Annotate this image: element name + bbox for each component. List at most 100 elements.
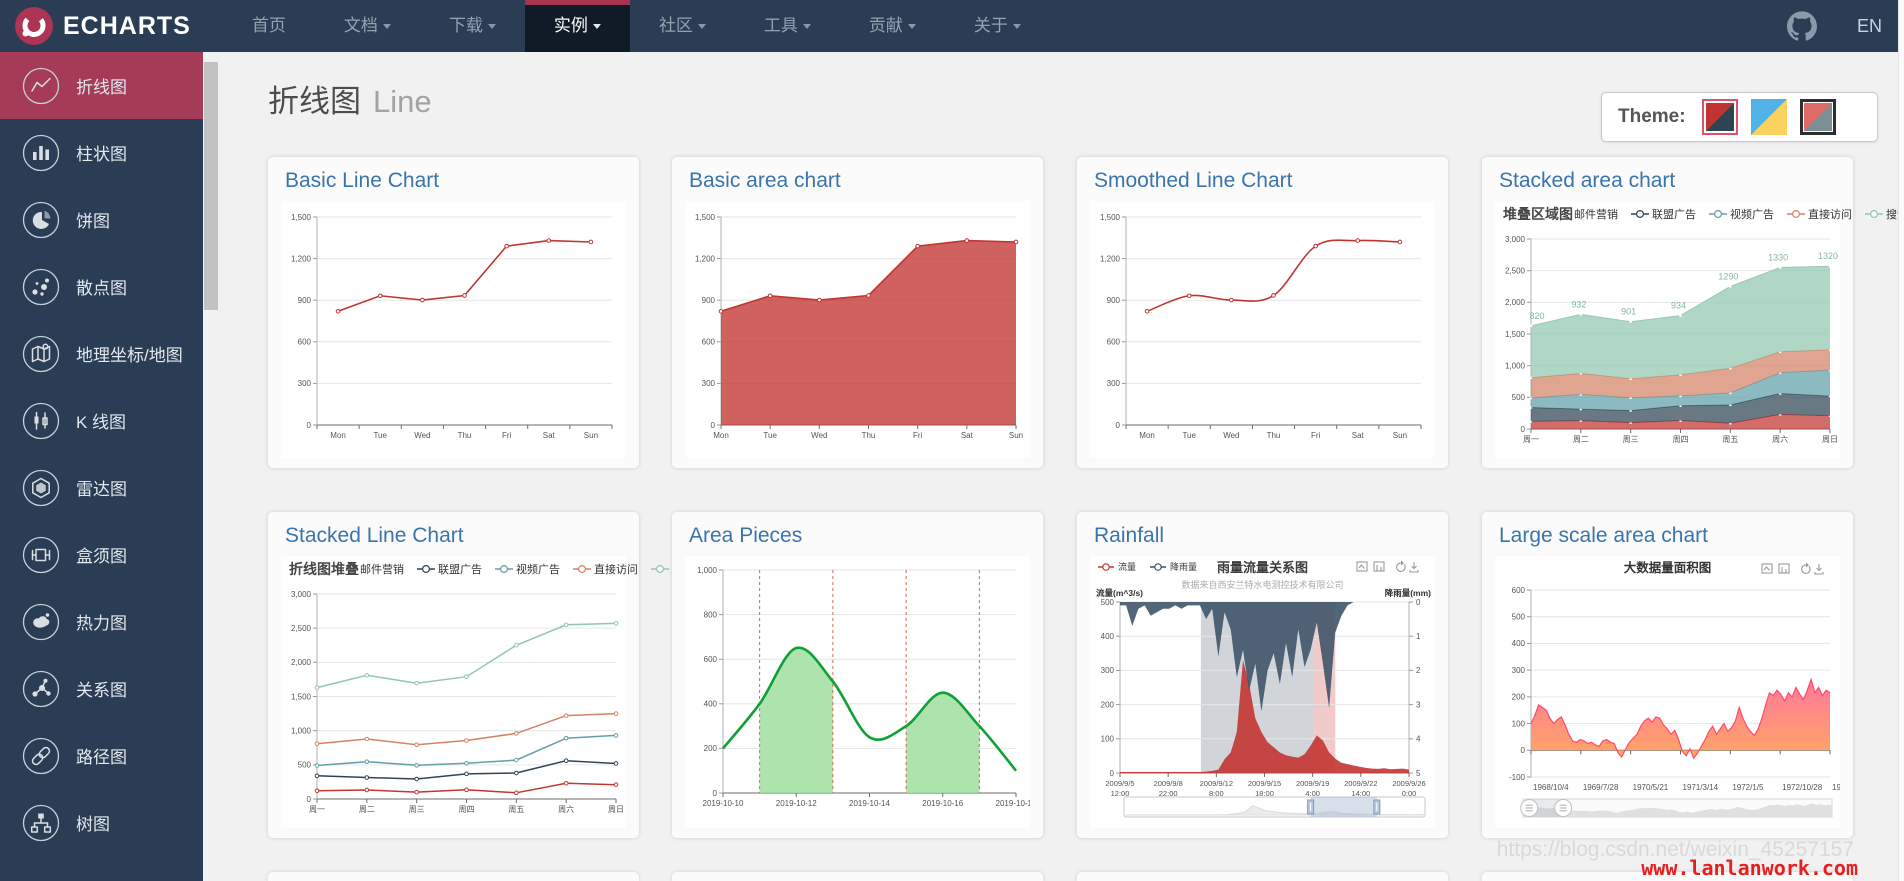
sidebar-scrollbar[interactable]: [203, 52, 219, 881]
svg-text:1,000: 1,000: [697, 566, 718, 575]
svg-text:数据来自西安兰特水电测控技术有限公司: 数据来自西安兰特水电测控技术有限公司: [1181, 579, 1343, 590]
svg-text:周五: 周五: [1722, 435, 1738, 444]
svg-text:Tue: Tue: [763, 431, 777, 440]
svg-text:0: 0: [1521, 425, 1526, 434]
sidebar-item-2[interactable]: 饼图: [0, 186, 203, 253]
sidebar-item-10[interactable]: 路径图: [0, 722, 203, 789]
svg-text:1,000: 1,000: [291, 726, 312, 735]
svg-text:周一: 周一: [1523, 435, 1539, 444]
sidebar-item-8[interactable]: 热力图: [0, 588, 203, 655]
svg-text:1971/3/14: 1971/3/14: [1683, 783, 1719, 792]
svg-text:周二: 周二: [1573, 435, 1589, 444]
sidebar-item-label: 柱状图: [76, 145, 127, 164]
svg-text:0: 0: [1416, 598, 1421, 607]
svg-text:1,500: 1,500: [1100, 213, 1121, 222]
example-card-1[interactable]: Basic area chart 0 300 600 900 1,200 1,500 Mon…: [672, 157, 1043, 468]
svg-text:3,000: 3,000: [1505, 235, 1526, 244]
svg-text:0: 0: [711, 421, 716, 430]
chart-toolbox[interactable]: [1356, 560, 1419, 573]
page-title: 折线图 Line: [268, 76, 432, 121]
next-row-card-top-0: [268, 872, 639, 881]
rainfall-legend[interactable]: 流量 降雨量: [1098, 561, 1197, 572]
example-card-6[interactable]: Rainfall 流量 降雨量 雨量流量关系图 数据来自西安兰特水电测控技术有限公司流…: [1077, 512, 1448, 838]
chevron-down-icon: [592, 24, 601, 30]
page-scrollbar[interactable]: [1898, 0, 1904, 881]
svg-text:12:00: 12:00: [1111, 789, 1130, 798]
svg-text:1,500: 1,500: [1505, 330, 1526, 339]
svg-text:2009/9/8: 2009/9/8: [1154, 779, 1183, 788]
example-card-0[interactable]: Basic Line Chart 0 300 600 900 1,200 1,500 Mon…: [268, 157, 639, 468]
nav-item-7[interactable]: 关于: [945, 0, 1050, 52]
chart-panel: 大数据量面积图 -100 0 100 200 300 400 500 600 1968/10/4 1…: [1495, 556, 1868, 828]
svg-text:0:00: 0:00: [1402, 789, 1417, 798]
example-card-4[interactable]: Stacked Line Chart 折线图堆叠 邮件营销 联盟广告 视频广告 直接访问…: [268, 512, 742, 838]
nav-item-5[interactable]: 工具: [735, 0, 840, 52]
chevron-down-icon: [382, 24, 391, 30]
nav-item-6[interactable]: 贡献: [840, 0, 945, 52]
svg-text:300: 300: [1101, 666, 1115, 675]
svg-text:Mon: Mon: [713, 431, 729, 440]
svg-text:1,000: 1,000: [1505, 361, 1526, 370]
legend-item-1[interactable]: 联盟广告: [417, 561, 482, 577]
echarts-logo[interactable]: ECHARTS: [14, 6, 191, 46]
legend-item-0[interactable]: 邮件营销: [360, 564, 404, 576]
card-title: Stacked Line Chart: [285, 524, 464, 547]
language-toggle[interactable]: EN: [1856, 15, 1882, 36]
svg-text:Sun: Sun: [1393, 431, 1407, 440]
svg-text:周日: 周日: [1822, 435, 1838, 444]
echarts-logo-icon: [15, 7, 53, 45]
sidebar-item-4[interactable]: 地理坐标/地图: [0, 320, 203, 387]
example-card-3[interactable]: Stacked area chart 堆叠区域图 邮件营销 联盟广告 视频广告 直接访问…: [1482, 157, 1904, 468]
legend-item-2[interactable]: 视频广告: [1709, 206, 1774, 222]
navbar: ECHARTS 首页 文档 下载 实例 社区 工具 贡献 关于 EN: [0, 0, 1904, 52]
svg-text:Wed: Wed: [811, 431, 827, 440]
sidebar-item-5[interactable]: K 线图: [0, 387, 203, 454]
sidebar-item-1[interactable]: 柱状图: [0, 119, 203, 186]
svg-text:2,500: 2,500: [291, 624, 312, 633]
example-card-2[interactable]: Smoothed Line Chart 0 300 600 900 1,200 1,500…: [1077, 157, 1448, 468]
svg-text:900: 900: [1107, 296, 1121, 305]
nav-item-2[interactable]: 下载: [420, 0, 525, 52]
nav-item-3[interactable]: 实例: [524, 0, 630, 52]
svg-text:0: 0: [1110, 769, 1115, 778]
svg-text:2009/9/19: 2009/9/19: [1296, 779, 1329, 788]
sidebar-item-9[interactable]: 关系图: [0, 655, 203, 722]
chart-title: 堆叠区域图: [1503, 206, 1573, 222]
svg-text:600: 600: [1512, 586, 1526, 595]
sidebar-item-label: 折线图: [76, 78, 127, 97]
legend-item-2[interactable]: 视频广告: [495, 561, 560, 577]
svg-text:300: 300: [298, 379, 312, 388]
sidebar-item-label: 地理坐标/地图: [76, 346, 183, 365]
nav-item-0[interactable]: 首页: [251, 16, 286, 35]
legend-item-3[interactable]: 直接访问: [573, 561, 638, 577]
sidebar-item-11[interactable]: 树图: [0, 789, 203, 856]
svg-text:Thu: Thu: [1267, 431, 1281, 440]
svg-text:大数据量面积图: 大数据量面积图: [1624, 560, 1712, 575]
nav-item-1[interactable]: 文档: [315, 0, 420, 52]
legend-item-3[interactable]: 直接访问: [1787, 206, 1852, 222]
sidebar-item-6[interactable]: 雷达图: [0, 454, 203, 521]
legend-item-0[interactable]: 邮件营销: [1574, 209, 1618, 221]
sidebar-item-3[interactable]: 散点图: [0, 253, 203, 320]
theme-swatch-dark[interactable]: [1799, 99, 1836, 135]
svg-text:3,000: 3,000: [291, 590, 312, 599]
svg-text:Sat: Sat: [1352, 431, 1365, 440]
example-card-5[interactable]: Area Pieces 0 200 400 600 800 1,000 2019-10-10…: [672, 512, 1043, 838]
sidebar-scrollbar-thumb[interactable]: [204, 62, 218, 310]
lines-icon: [22, 737, 60, 774]
theme-swatch-vintage[interactable]: [1701, 99, 1738, 135]
example-card-7[interactable]: Large scale area chart 大数据量面积图 -100 0 100 20…: [1482, 512, 1868, 838]
logo-text: ECHARTS: [63, 11, 191, 40]
chart-toolbox[interactable]: [1761, 562, 1824, 575]
svg-text:400: 400: [704, 700, 718, 709]
svg-text:300: 300: [1512, 666, 1526, 675]
legend-item-1[interactable]: 联盟广告: [1631, 206, 1696, 222]
github-icon[interactable]: [1786, 11, 1817, 41]
svg-text:1,200: 1,200: [695, 254, 716, 263]
sidebar-item-0[interactable]: 折线图: [0, 52, 203, 119]
svg-text:200: 200: [704, 744, 718, 753]
sidebar-item-7[interactable]: 盒须图: [0, 521, 203, 588]
theme-swatch-light[interactable]: [1750, 99, 1787, 135]
svg-text:1,500: 1,500: [291, 692, 312, 701]
nav-item-4[interactable]: 社区: [630, 0, 735, 52]
